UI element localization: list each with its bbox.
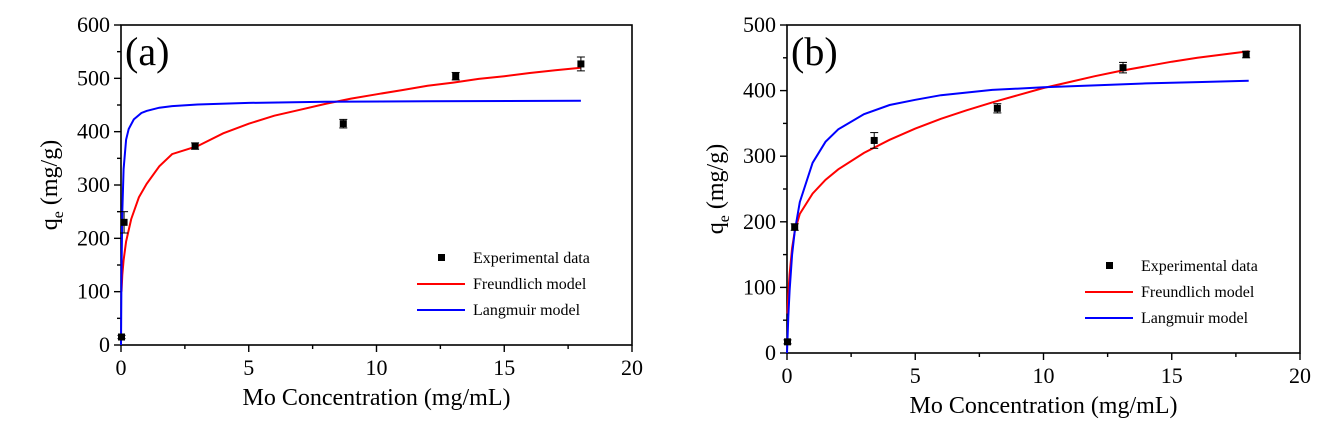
y-axis-title: qe (mg/g) [37,140,67,230]
data-point [339,120,347,128]
plot-frame [120,24,633,346]
data-point [993,104,1001,112]
legend-label: Langmuir model [1141,310,1249,327]
y-tick-label: 500 [77,65,110,90]
y-tick-label: 300 [77,172,110,197]
data-point [784,338,792,346]
langmuir-model-curve [120,99,581,346]
data-point [1242,51,1250,59]
panel-label: (a) [125,29,169,74]
x-tick-label: 10 [366,355,388,380]
x-tick-label: 5 [243,355,254,380]
y-tick-label: 100 [77,279,110,304]
y-tick-label: 100 [743,274,776,299]
x-tick-label: 20 [1289,363,1311,388]
data-point [191,142,199,150]
legend-marker [438,254,445,261]
legend-label: Freundlich model [473,276,587,293]
plot-frame [786,24,1301,354]
x-tick-label: 0 [782,363,793,388]
x-tick-label: 20 [621,355,643,380]
y-tick-label: 300 [743,143,776,168]
x-axis-title: Mo Concentration (mg/mL) [243,385,511,411]
y-axis-title-main: q [37,218,63,230]
data-point [452,72,460,80]
y-tick-label: 200 [77,225,110,250]
y-tick-label: 400 [77,119,110,144]
y-tick-label: 0 [765,340,776,365]
freundlich-model-curve [120,66,582,292]
x-tick-label: 5 [910,363,921,388]
panel-label: (b) [791,29,838,74]
langmuir-model-curve [786,79,1249,354]
x-tick-label: 10 [1033,363,1055,388]
x-axis-title: Mo Concentration (mg/mL) [910,393,1178,419]
legend-label: Freundlich model [1141,284,1255,301]
y-axis-title-units: (mg/g) [703,144,729,215]
data-point [577,60,585,68]
legend-marker [1106,262,1113,269]
y-axis-title-subscript: e [50,211,67,218]
y-tick-label: 500 [743,12,776,37]
legend-label: Experimental data [1141,258,1258,275]
x-tick-label: 15 [1161,363,1183,388]
data-point [120,218,128,226]
data-point [118,333,126,341]
y-axis-title-units: (mg/g) [37,140,63,211]
legend-label: Experimental data [473,250,590,267]
data-point [870,136,878,144]
data-point [791,223,799,231]
y-tick-label: 400 [743,78,776,103]
y-axis-title: qe (mg/g) [703,144,733,234]
y-tick-label: 600 [77,12,110,37]
y-tick-label: 200 [743,209,776,234]
data-point [1119,64,1127,72]
x-tick-label: 0 [116,355,127,380]
legend-label: Langmuir model [473,302,581,319]
y-axis-title-main: q [703,222,729,234]
y-tick-label: 0 [99,332,110,357]
x-tick-label: 15 [493,355,515,380]
y-axis-title-subscript: e [716,215,733,222]
